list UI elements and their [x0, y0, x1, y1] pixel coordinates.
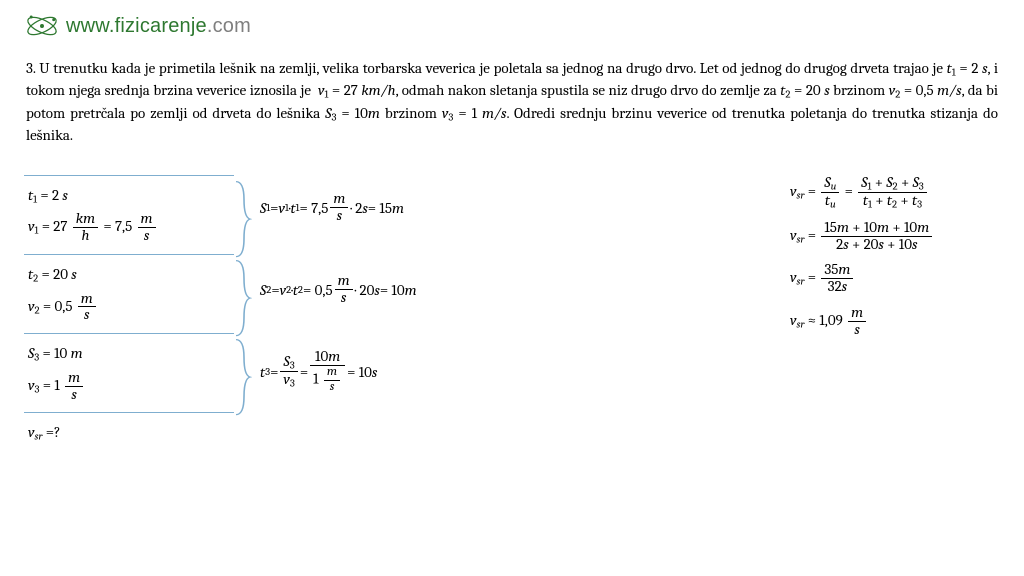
final-line-3: vsr = 35m 32s [790, 262, 1000, 295]
given-column: t1 = 2 s v1 = 27 kmh = 7,5 ms t2 = 20 s … [24, 175, 234, 443]
brand-part1: www.fizicarenje [66, 15, 207, 37]
deriv-3: t3 = S3 v3 = 10m 1 m s = 10s [260, 339, 610, 405]
brace-icon [234, 338, 252, 416]
unknown-line: vsr =? [24, 423, 234, 443]
final-line-1: vsr = Su tu = S1 + S2 + S3 t1 + t2 + t3 [790, 175, 1000, 210]
site-header: www.fizicarenje.com [24, 8, 1000, 44]
deriv-1: S1 = v1 · t1 = 7,5 ms · 2s = 15m [260, 175, 610, 241]
page: www.fizicarenje.com 3. U trenutku kada j… [0, 0, 1024, 576]
brace-icon [234, 259, 252, 337]
given-group-1: t1 = 2 s v1 = 27 kmh = 7,5 ms [24, 175, 234, 255]
problem-text: 3. U trenutku kada je primetila lešnik n… [26, 58, 998, 147]
derivation-column: S1 = v1 · t1 = 7,5 ms · 2s = 15m S2 = v2… [234, 175, 610, 421]
work-area: t1 = 2 s v1 = 27 kmh = 7,5 ms t2 = 20 s … [24, 175, 1000, 443]
deriv-2: S2 = v2 · t2 = 0,5 ms · 20s = 10 m [260, 257, 610, 323]
given-group-2: t2 = 20 s v2 = 0,5 ms [24, 255, 234, 334]
final-line-2: vsr = 15m + 10m + 10m 2s + 20s + 10s [790, 220, 1000, 253]
given-group-3: S3 = 10 m v3 = 1 ms [24, 334, 234, 413]
final-column: vsr = Su tu = S1 + S2 + S3 t1 + t2 + t3 … [610, 175, 1000, 338]
brand-text: www.fizicarenje.com [66, 15, 251, 38]
atom-logo-icon [24, 8, 60, 44]
final-line-4: vsr ≈ 1,09 m s [790, 305, 1000, 338]
brace-icon [234, 180, 252, 258]
brand-part2: .com [207, 15, 251, 37]
